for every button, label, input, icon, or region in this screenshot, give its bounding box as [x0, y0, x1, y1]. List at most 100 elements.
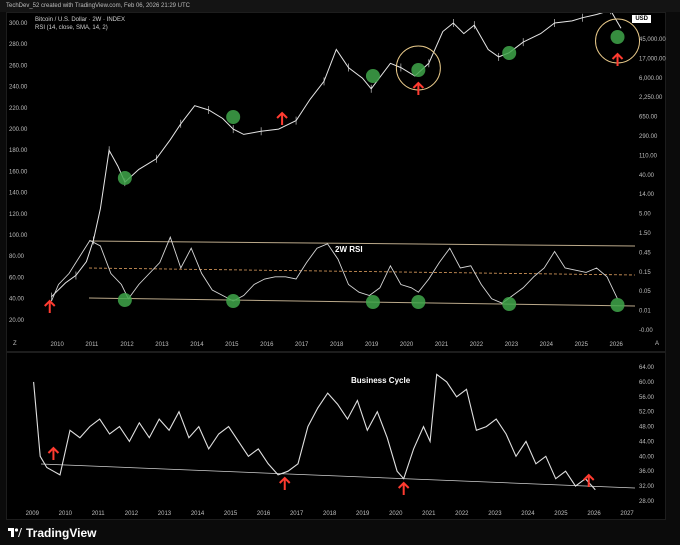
x-axis-year: 2018 — [330, 342, 344, 348]
green-rsi-marker — [117, 293, 132, 307]
cycle-trendline — [40, 463, 636, 489]
cycle-red-arrow — [583, 473, 595, 487]
rsi-line — [51, 235, 618, 304]
cycle-red-arrow — [47, 446, 60, 460]
cycle-axis-tick: 44.00 — [639, 439, 655, 445]
business-cycle-chart[interactable]: Business Cycle 64.00 60.00 56.00 52.00 48.00… — [7, 353, 667, 521]
cycle-x-year: 2010 — [59, 511, 73, 517]
symbol-line: Bitcoin / U.S. Dollar · 2W · INDEX — [35, 17, 125, 23]
tradingview-icon — [8, 528, 22, 537]
right-axis-tick: 0.45 — [639, 250, 651, 256]
green-rsi-marker — [226, 294, 241, 308]
x-axis-year: 2025 — [575, 342, 589, 348]
cycle-red-arrow — [279, 476, 291, 490]
green-price-marker — [411, 63, 426, 77]
left-axis-tick: 280.00 — [9, 42, 28, 48]
left-axis-tick: 220.00 — [9, 106, 28, 112]
cycle-axis-tick: 64.00 — [639, 365, 655, 371]
left-axis-tick: 60.00 — [9, 275, 25, 281]
right-axis-tick: 5.00 — [639, 212, 651, 218]
right-axis-tick: 1.50 — [639, 231, 651, 237]
cycle-x-year: 2023 — [488, 511, 502, 517]
cycle-x-year: 2024 — [521, 511, 535, 517]
left-axis-tick: 120.00 — [9, 212, 28, 218]
cycle-x-year: 2011 — [92, 511, 106, 517]
brand-name: TradingView — [26, 526, 97, 540]
green-price-marker — [365, 69, 380, 83]
green-rsi-marker — [411, 295, 426, 309]
x-axis-year: 2016 — [260, 342, 274, 348]
green-price-marker — [226, 110, 241, 124]
indicator-line: RSI (14, close, SMA, 14, 2) — [35, 25, 108, 31]
green-price-marker — [610, 30, 625, 44]
x-axis-year: 2022 — [470, 342, 484, 348]
left-axis-tick: 40.00 — [9, 297, 25, 303]
cycle-x-year: 2019 — [356, 511, 370, 517]
tradingview-logo[interactable]: TradingView — [8, 526, 96, 540]
x-axis-year: 2026 — [610, 342, 624, 348]
left-axis-tick: 260.00 — [9, 63, 28, 69]
left-axis-tick: 300.00 — [9, 21, 28, 27]
red-arrow-marker — [412, 81, 425, 95]
x-axis-year: 2014 — [190, 342, 204, 348]
green-rsi-marker — [365, 295, 380, 309]
cycle-axis-tick: 40.00 — [639, 454, 655, 460]
cycle-axis-tick: 36.00 — [639, 469, 655, 475]
rsi-channel-lower — [88, 297, 636, 307]
left-axis-tick: 80.00 — [9, 254, 25, 260]
cycle-x-year: 2017 — [290, 511, 304, 517]
cycle-x-year: 2016 — [257, 511, 271, 517]
right-axis-tick: 14.00 — [639, 192, 655, 198]
x-axis-year: 2010 — [50, 342, 64, 348]
x-axis-year: 2015 — [225, 342, 239, 348]
left-axis-tick: 200.00 — [9, 127, 28, 133]
cycle-x-year: 2020 — [389, 511, 403, 517]
price-rsi-panel[interactable]: USD Bitcoin / U.S. Dollar · 2W · INDEX R… — [6, 12, 666, 352]
right-axis-tick: 0.05 — [639, 289, 651, 295]
green-price-marker — [117, 171, 132, 185]
business-cycle-line — [33, 373, 596, 491]
price-rsi-chart[interactable]: Bitcoin / U.S. Dollar · 2W · INDEX RSI (… — [7, 13, 667, 353]
cycle-x-year: 2012 — [125, 511, 139, 517]
chart-caption: TechDev_52 created with TradingView.com,… — [0, 0, 680, 12]
right-axis-tick: 290.00 — [639, 134, 658, 140]
x-axis-year: 2013 — [155, 342, 169, 348]
green-price-marker — [502, 46, 517, 60]
green-rsi-marker — [502, 297, 517, 311]
right-axis-tick: 45,000.00 — [639, 37, 666, 43]
rsi-title: 2W RSI — [335, 245, 363, 254]
cycle-axis-tick: 60.00 — [639, 380, 655, 386]
left-axis-tick: 240.00 — [9, 85, 28, 91]
business-cycle-title: Business Cycle — [351, 376, 411, 385]
cycle-axis-tick: 28.00 — [639, 499, 655, 505]
right-axis-tick: 2,250.00 — [639, 95, 663, 101]
cycle-x-year: 2015 — [224, 511, 238, 517]
green-rsi-marker — [610, 298, 625, 312]
right-axis-tick: 650.00 — [639, 115, 658, 121]
cycle-axis-tick: 52.00 — [639, 410, 655, 416]
right-axis-tick: 110.00 — [639, 153, 658, 159]
cycle-x-year: 2025 — [554, 511, 568, 517]
currency-label[interactable]: USD — [632, 15, 651, 23]
red-arrow-marker — [611, 52, 624, 66]
rsi-midline — [88, 267, 636, 276]
right-axis-tick: 0.15 — [639, 270, 651, 276]
price-line — [51, 13, 622, 298]
cycle-x-year: 2027 — [620, 511, 634, 517]
cycle-x-year: 2022 — [455, 511, 469, 517]
right-axis-tick: 17,000.00 — [639, 56, 666, 62]
cycle-x-year: 2026 — [587, 511, 601, 517]
business-cycle-panel[interactable]: Business Cycle 64.00 60.00 56.00 52.00 48.00… — [6, 352, 666, 520]
left-axis-tick: 140.00 — [9, 191, 28, 197]
right-axis-tick: 40.00 — [639, 173, 655, 179]
x-axis-year: 2019 — [365, 342, 379, 348]
x-axis-year: 2012 — [120, 342, 134, 348]
x-axis-year: 2011 — [85, 342, 99, 348]
red-arrow-marker — [276, 111, 288, 125]
cycle-x-year: 2013 — [158, 511, 172, 517]
rsi-channel-upper — [88, 240, 636, 247]
x-axis-year: 2020 — [400, 342, 414, 348]
cycle-x-year: 2009 — [26, 511, 40, 517]
red-arrow-marker — [44, 299, 56, 313]
left-axis-tick: 20.00 — [9, 318, 25, 324]
